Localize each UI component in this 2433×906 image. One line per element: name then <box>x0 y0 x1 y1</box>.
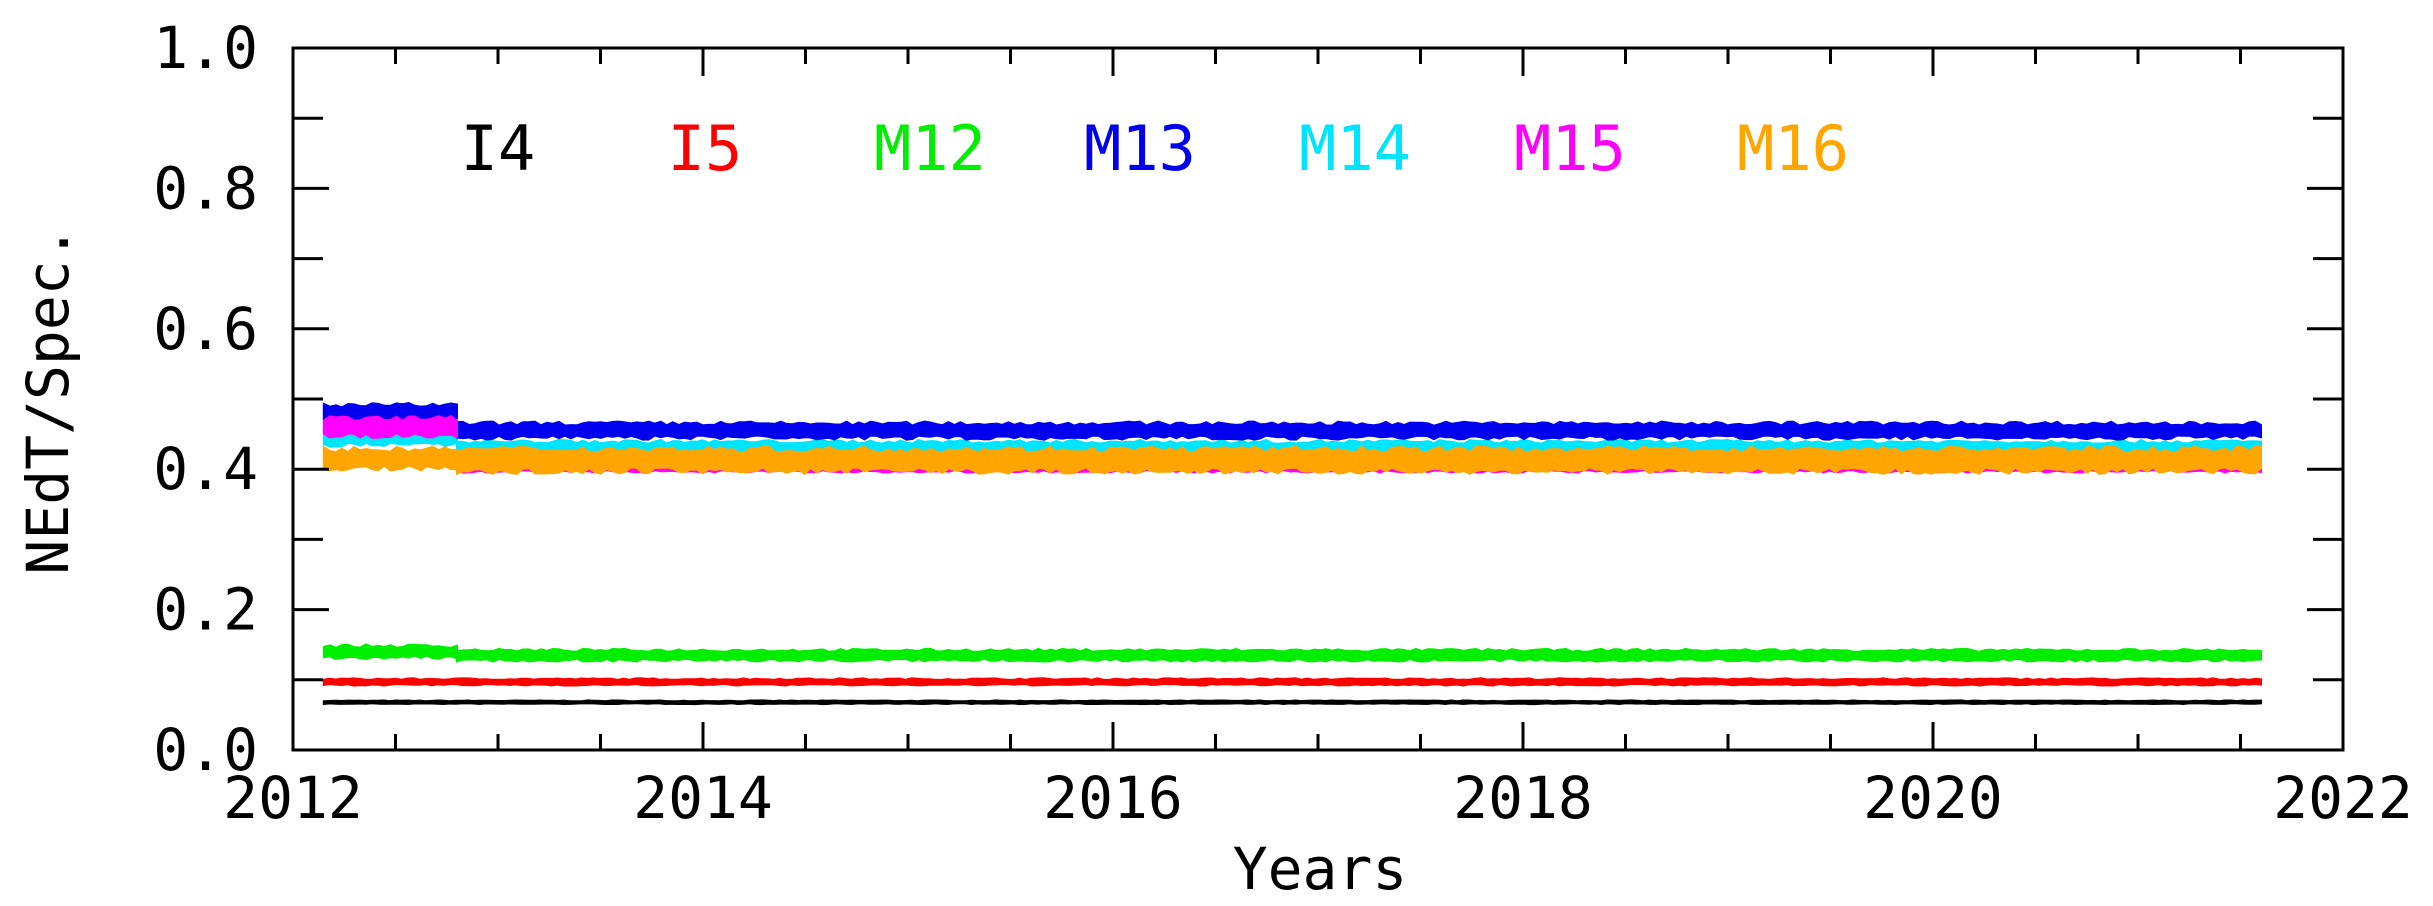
series-m13 <box>322 402 2262 441</box>
legend-entry-m14: M14 <box>1299 112 1411 185</box>
plot-frame <box>291 46 2345 752</box>
series-i4 <box>322 699 2262 706</box>
series-m15-segment-1 <box>322 415 458 439</box>
y-tick-label: 0.0 <box>153 716 258 784</box>
label-layer: 2012 2014 2016 2018 2020 2022 0.0 0.2 0.4 0.6 0.8 1… <box>153 14 2413 832</box>
series-m16 <box>322 445 2262 476</box>
legend-entry-m15: M15 <box>1514 112 1626 185</box>
legend-entry-i5: I5 <box>668 112 743 185</box>
y-tick-label: 0.8 <box>153 154 258 222</box>
y-tick-label: 0.2 <box>153 576 258 644</box>
x-tick-label: 2022 <box>2273 764 2413 832</box>
x-tick-label: 2012 <box>223 764 363 832</box>
tick-layer <box>293 48 2343 750</box>
y-tick-label: 0.6 <box>153 295 258 363</box>
legend-entry-m16: M16 <box>1737 112 1849 185</box>
x-tick-label: 2020 <box>1863 764 2003 832</box>
series-m12 <box>322 643 2262 663</box>
x-tick-label: 2014 <box>633 764 773 832</box>
y-axis-label: NEdT/Spec. <box>14 225 82 574</box>
y-tick-label: 0.4 <box>153 435 258 503</box>
series-m13-segment-2 <box>456 420 2262 441</box>
series-m12-segment-2 <box>456 647 2262 663</box>
series-i5-segment-1 <box>322 677 2262 687</box>
data-layer <box>322 402 2262 706</box>
y-tick-label: 1.0 <box>153 14 258 82</box>
series-m12-segment-1 <box>322 643 458 661</box>
legend-entry-m12: M12 <box>874 112 986 185</box>
series-i5 <box>322 677 2262 687</box>
series-m16-segment-2 <box>456 445 2262 476</box>
x-tick-label: 2018 <box>1453 764 1593 832</box>
legend-entry-i4: I4 <box>461 112 536 185</box>
legend: I4 I5 M12 M13 M14 M15 M16 <box>461 112 1849 185</box>
series-i4-segment-1 <box>322 699 2262 706</box>
x-tick-label: 2016 <box>1043 764 1183 832</box>
legend-entry-m13: M13 <box>1084 112 1196 185</box>
x-axis-label: Years <box>1233 835 1408 903</box>
